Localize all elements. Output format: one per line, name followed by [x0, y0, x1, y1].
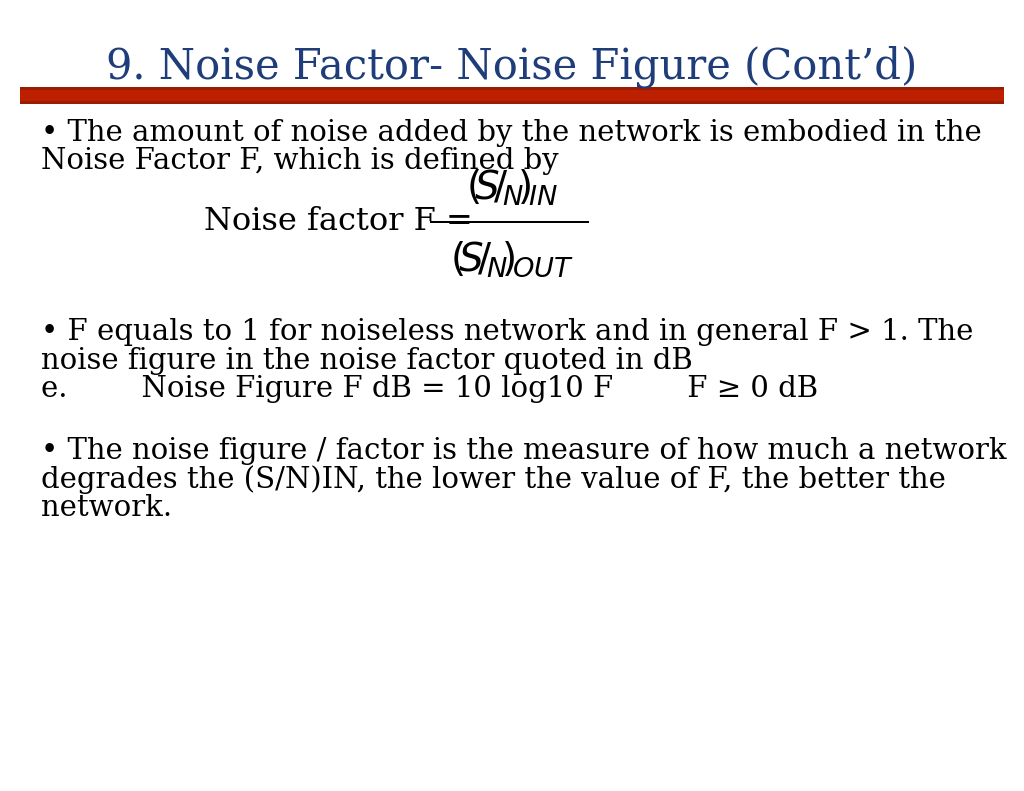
Text: $\left(\!\mathit{S}\!/_{\!\mathit{N}}\!\right)_{\!\mathit{IN}}$: $\left(\!\mathit{S}\!/_{\!\mathit{N}}\!\… — [466, 168, 558, 208]
Text: network.: network. — [41, 494, 172, 522]
Text: 9. Noise Factor- Noise Figure (Cont’d): 9. Noise Factor- Noise Figure (Cont’d) — [106, 46, 918, 89]
Text: Noise factor F =: Noise factor F = — [204, 206, 472, 237]
Text: • F equals to 1 for noiseless network and in general F > 1. The: • F equals to 1 for noiseless network an… — [41, 318, 974, 346]
Text: $\left(\!\mathit{S}\!/_{\!\mathit{N}}\!\right)_{\!\mathit{OUT}}$: $\left(\!\mathit{S}\!/_{\!\mathit{N}}\!\… — [450, 240, 574, 279]
Text: • The amount of noise added by the network is embodied in the: • The amount of noise added by the netwo… — [41, 119, 982, 147]
Bar — [20, 90, 1004, 101]
Text: noise figure in the noise factor quoted in dB: noise figure in the noise factor quoted … — [41, 346, 692, 375]
Text: degrades the (S/N)IN, the lower the value of F, the better the: degrades the (S/N)IN, the lower the valu… — [41, 465, 946, 494]
Text: • The noise figure / factor is the measure of how much a network: • The noise figure / factor is the measu… — [41, 437, 1007, 465]
Text: Noise Factor F, which is defined by: Noise Factor F, which is defined by — [41, 147, 558, 176]
Text: e.        Noise Figure F dB = 10 log10 F        F ≥ 0 dB: e. Noise Figure F dB = 10 log10 F F ≥ 0 … — [41, 375, 818, 403]
